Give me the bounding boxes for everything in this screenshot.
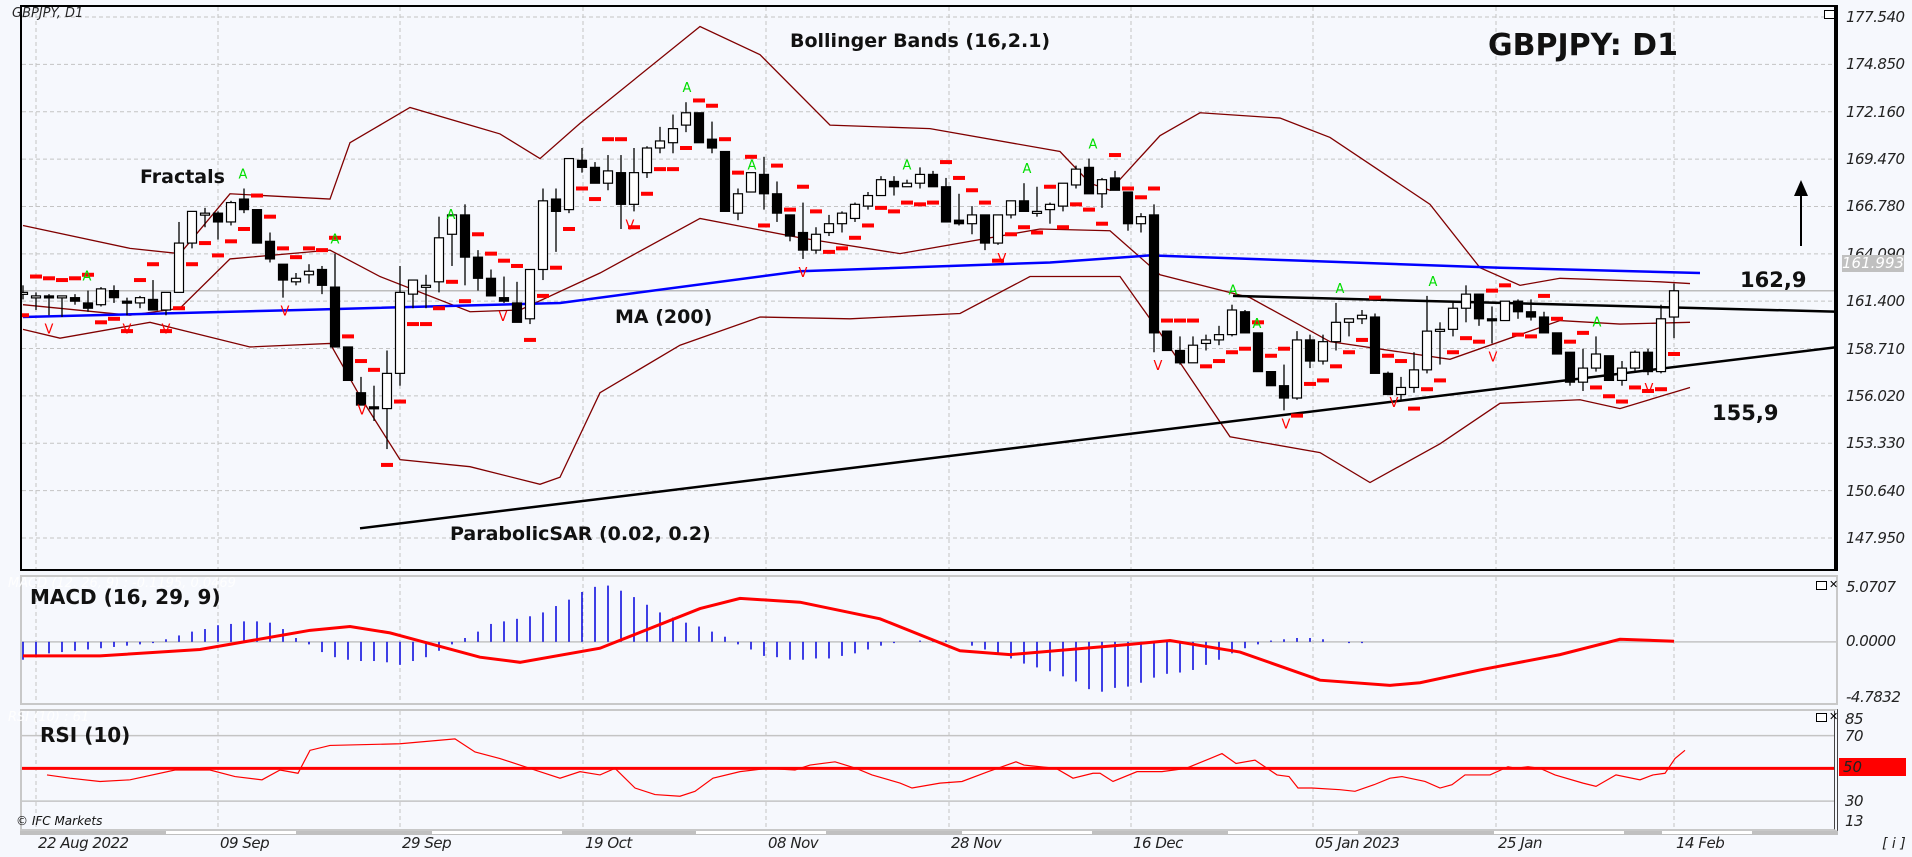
macd-axis-label: 0.0000 <box>1846 632 1896 650</box>
macd-title: MACD (16, 29, 9) <box>30 585 221 609</box>
svg-text:V: V <box>162 322 171 337</box>
macd-chart <box>22 577 1836 703</box>
macd-axis-label: 5.0707 <box>1846 578 1896 596</box>
rsi-close-icon[interactable]: ✕ <box>1829 710 1839 723</box>
ma200-label: MA (200) <box>615 306 713 328</box>
svg-text:A: A <box>903 159 912 174</box>
svg-text:V: V <box>1489 350 1498 365</box>
svg-text:A: A <box>239 167 248 182</box>
macd-close-icon[interactable]: ✕ <box>1829 578 1839 591</box>
macd-axis-label: -4.7832 <box>1846 688 1901 706</box>
price-axis-label: 169.470 <box>1846 150 1905 169</box>
svg-text:V: V <box>45 322 54 337</box>
date-axis-label: 05 Jan 2023 <box>1315 834 1400 852</box>
info-button[interactable]: [ i ] <box>1882 836 1906 852</box>
price-axis-label: 153.330 <box>1846 434 1905 453</box>
rsi-title: RSI (10) <box>40 723 131 747</box>
svg-text:V: V <box>626 218 635 233</box>
maximize-icon[interactable] <box>1824 10 1835 19</box>
psar-label: ParabolicSAR (0.02, 0.2) <box>450 523 711 545</box>
up-arrow-icon <box>1794 180 1808 246</box>
bollinger-label: Bollinger Bands (16,2.1) <box>790 30 1051 52</box>
svg-text:A: A <box>331 233 340 248</box>
price-axis-label: 161.400 <box>1846 292 1905 311</box>
svg-text:A: A <box>1089 138 1098 153</box>
price-axis-label: 177.540 <box>1846 8 1905 26</box>
rsi-axis-label: 13 <box>1845 812 1864 830</box>
rsi-axis-label: 30 <box>1845 792 1864 810</box>
svg-text:V: V <box>998 252 1007 267</box>
date-axis-label: 08 Nov <box>768 834 819 852</box>
svg-text:A: A <box>1023 162 1032 177</box>
time-scrollbar[interactable] <box>20 831 1838 835</box>
svg-text:V: V <box>799 266 808 281</box>
svg-text:A: A <box>683 81 692 96</box>
svg-text:V: V <box>1390 396 1399 411</box>
macd-values-faint: MACD (12, 26, 9) : -0.1195, 0.0469 <box>8 576 236 591</box>
date-axis-label: 25 Jan <box>1498 834 1542 852</box>
price-axis-label: 156.020 <box>1846 386 1905 405</box>
svg-text:A: A <box>748 159 757 174</box>
resistance-level-label: 162,9 <box>1740 268 1807 292</box>
rsi-axis-label: 70 <box>1845 727 1864 745</box>
svg-text:V: V <box>1154 359 1163 374</box>
rsi-level-tag: 50 <box>1839 758 1906 776</box>
rsi-values-faint: RSI (10) : 61 <box>8 710 90 725</box>
fractals-label: Fractals <box>140 166 225 188</box>
price-axis-label: 158.710 <box>1846 339 1905 358</box>
candlestick-chart: A A A A A A A A A A A A A A V V V V V V V V V V V V V V <box>22 7 1834 569</box>
support-level-label: 155,9 <box>1712 401 1779 425</box>
svg-text:A: A <box>83 270 92 285</box>
date-axis-label: 28 Nov <box>951 834 1002 852</box>
date-axis-label: 16 Dec <box>1133 834 1183 852</box>
rsi-maximize-icon[interactable] <box>1816 713 1827 722</box>
rsi-axis-label: 85 <box>1845 710 1864 728</box>
date-axis-label: 19 Oct <box>585 834 632 852</box>
macd-maximize-icon[interactable] <box>1816 581 1827 590</box>
svg-text:A: A <box>447 208 456 223</box>
date-axis-label: 22 Aug 2022 <box>38 834 129 852</box>
price-axis-label: 150.640 <box>1846 481 1905 500</box>
svg-text:A: A <box>1336 282 1345 297</box>
price-axis-label: 174.850 <box>1846 55 1905 74</box>
svg-text:A: A <box>1429 275 1438 290</box>
price-axis-label: 172.160 <box>1846 102 1905 121</box>
svg-text:A: A <box>1593 315 1602 330</box>
current-price-tag: 161.993 <box>1842 254 1905 272</box>
price-axis-label: 147.950 <box>1846 529 1905 547</box>
symbol-header: GBPJPY, D1 <box>12 6 84 21</box>
svg-text:A: A <box>1229 284 1238 299</box>
rsi-chart <box>22 711 1834 829</box>
price-chart-panel[interactable]: A A A A A A A A A A A A A A V V V V V V V V V V V V V V <box>20 5 1838 571</box>
rsi-panel[interactable] <box>20 709 1838 831</box>
price-axis-label: 166.780 <box>1846 197 1905 216</box>
macd-panel[interactable] <box>20 575 1838 705</box>
date-axis-label: 29 Sep <box>402 834 452 852</box>
svg-text:V: V <box>1645 382 1654 397</box>
svg-text:V: V <box>281 305 290 320</box>
date-axis-label: 14 Feb <box>1676 834 1725 852</box>
svg-text:V: V <box>123 322 132 337</box>
copyright: © IFC Markets <box>16 814 103 828</box>
svg-text:A: A <box>1253 317 1262 332</box>
chart-title: GBPJPY: D1 <box>1488 28 1678 63</box>
date-axis-label: 09 Sep <box>220 834 270 852</box>
svg-text:V: V <box>499 310 508 325</box>
svg-text:V: V <box>358 403 367 418</box>
svg-text:V: V <box>1282 417 1291 432</box>
